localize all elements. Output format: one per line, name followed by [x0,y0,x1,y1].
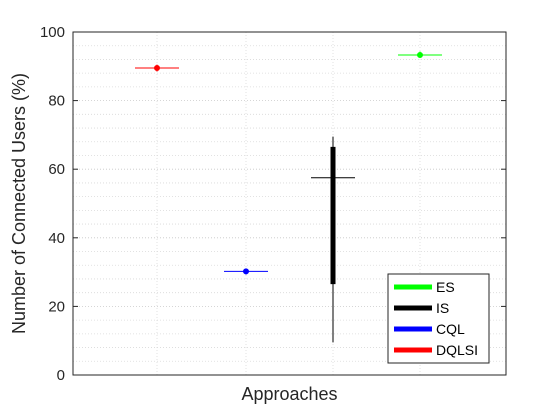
box-dqlsi [135,64,179,72]
mean-marker [417,51,423,58]
axes-box [72,31,507,376]
box-is [311,136,355,343]
mean-marker [243,268,249,275]
box-es [398,51,442,58]
y-tick-label: 100 [40,24,65,41]
legend-label-cql: CQL [436,321,465,337]
axes: 0 20 40 60 80 100 [40,24,507,384]
legend-label-is: IS [436,300,449,316]
y-tick-label: 60 [48,161,65,178]
legend-label-es: ES [436,279,455,295]
y-tick-label: 80 [48,93,65,110]
x-axis-label: Approaches [241,384,337,404]
plot-marks [135,51,442,343]
box-cql [224,268,268,275]
y-tick-label: 40 [48,230,65,247]
y-tick-label: 0 [57,367,65,384]
legend: ES IS CQL DQLSI [387,273,490,364]
y-tick-label: 20 [48,298,65,315]
legend-label-dqlsi: DQLSI [436,342,478,358]
y-axis-label: Number of Connected Users (%) [9,73,29,334]
mean-marker [154,65,160,72]
grid [73,31,506,376]
